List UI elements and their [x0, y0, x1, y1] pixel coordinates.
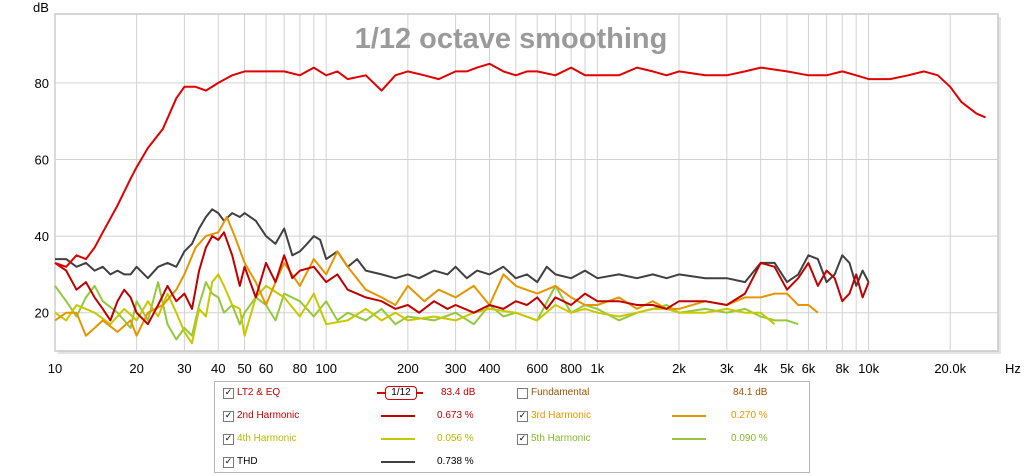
x-tick-label: 10 [48, 361, 62, 376]
fundamental-value: 84.1 dB [733, 387, 768, 398]
legend-panel: ✓ LT2 & EQ 1/12 83.4 dB Fundamental 84.1… [214, 381, 810, 473]
x-axis-label: Hz [1005, 361, 1021, 376]
h3-swatch [672, 415, 706, 417]
x-tick-label: 300 [445, 361, 467, 376]
x-tick-label: 6k [802, 361, 816, 376]
x-tick-label: 800 [560, 361, 582, 376]
series-line-thd [55, 208, 870, 287]
x-tick-label: 100 [315, 361, 337, 376]
grid [54, 14, 998, 351]
legend-row-h4[interactable]: ✓ 4th Harmonic 0.056 % [223, 430, 523, 448]
x-tick-label: 30 [177, 361, 191, 376]
x-tick-label: 60 [259, 361, 273, 376]
x-tick-label: 400 [479, 361, 501, 376]
series-line-2nd-harmonic [54, 231, 870, 326]
thd-value: 0.738 % [437, 456, 474, 467]
x-tick-label: 80 [293, 361, 307, 376]
x-tick-label: 3k [720, 361, 734, 376]
y-axis-label: dB [33, 0, 49, 15]
y-tick-label: 40 [35, 229, 49, 244]
x-tick-label: 40 [211, 361, 225, 376]
thd-swatch [381, 461, 415, 463]
x-tick-label: 20 [129, 361, 143, 376]
smoothing-badge[interactable]: 1/12 [385, 386, 417, 400]
y-tick-label: 20 [35, 306, 49, 321]
h4-checkbox[interactable]: ✓ [223, 434, 234, 445]
y-tick-label: 60 [35, 153, 49, 168]
x-tick-label: 2k [672, 361, 686, 376]
h5-swatch [672, 438, 706, 440]
x-tick-label: 600 [526, 361, 548, 376]
h2-value: 0.673 % [437, 410, 474, 421]
series-layer [54, 62, 986, 345]
h4-name: 4th Harmonic [237, 433, 297, 444]
x-tick-labels: 10 20 30 40 50 60 80 100 200 300 400 600 800 1k 2k 3k 4k… [48, 361, 967, 376]
y-tick-label: 80 [35, 76, 49, 91]
thd-name: THD [237, 456, 258, 467]
series-line-lt2-eq [54, 62, 986, 268]
x-tick-label: 10k [858, 361, 879, 376]
h4-value: 0.056 % [437, 433, 474, 444]
h2-swatch [381, 415, 415, 417]
legend-row-h2[interactable]: ✓ 2nd Harmonic 0.673 % [223, 407, 523, 425]
h4-swatch [381, 438, 415, 440]
x-tick-label: 5k [780, 361, 794, 376]
h3-name: 3rd Harmonic [531, 410, 592, 421]
h5-value: 0.090 % [731, 433, 768, 444]
legend-row-h3[interactable]: ✓ 3rd Harmonic 0.270 % [517, 407, 807, 425]
x-tick-label: 50 [237, 361, 251, 376]
fundamental-checkbox[interactable] [517, 388, 528, 399]
legend-row-fundamental[interactable]: Fundamental 84.1 dB [517, 384, 807, 402]
h3-value: 0.270 % [731, 410, 768, 421]
x-tick-label: 20.0k [934, 361, 966, 376]
x-tick-label: 200 [397, 361, 419, 376]
legend-row-thd[interactable]: ✓ THD 0.738 % [223, 453, 523, 471]
x-tick-label: 1k [591, 361, 605, 376]
fundamental-name: Fundamental [531, 387, 590, 398]
h2-name: 2nd Harmonic [237, 410, 300, 421]
distortion-chart: 1/12 octave smoothing 20 40 60 80 10 20 30 40 5… [33, 0, 1021, 376]
chart-title: 1/12 octave smoothing [355, 23, 668, 55]
lt2-value: 83.4 dB [441, 387, 476, 398]
legend-row-h5[interactable]: ✓ 5th Harmonic 0.090 % [517, 430, 807, 448]
x-tick-label: 8k [835, 361, 849, 376]
lt2-checkbox[interactable]: ✓ [223, 388, 234, 399]
h5-name: 5th Harmonic [531, 433, 591, 444]
lt2-name: LT2 & EQ [237, 387, 281, 398]
legend-row-lt2[interactable]: ✓ LT2 & EQ 1/12 83.4 dB [223, 384, 523, 402]
h3-checkbox[interactable]: ✓ [517, 411, 528, 422]
h5-checkbox[interactable]: ✓ [517, 434, 528, 445]
x-tick-label: 4k [754, 361, 768, 376]
thd-checkbox[interactable]: ✓ [223, 457, 234, 468]
h2-checkbox[interactable]: ✓ [223, 411, 234, 422]
y-tick-labels: 20 40 60 80 [35, 76, 49, 321]
